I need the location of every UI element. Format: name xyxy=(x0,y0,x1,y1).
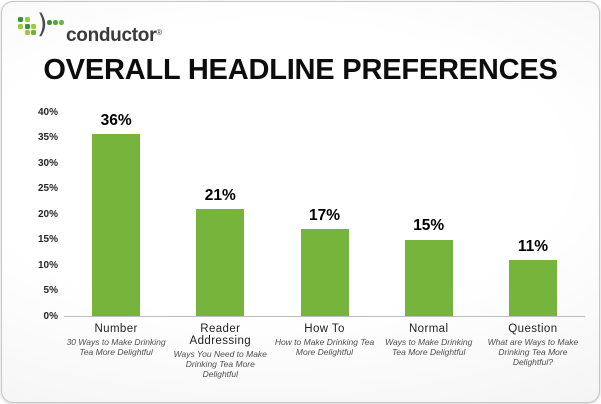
bar-number xyxy=(92,134,141,316)
category-label-group: Reader Addressing Ways You Need to Make D… xyxy=(168,323,272,379)
category-label: Number xyxy=(94,323,138,335)
logo-grid-dot xyxy=(31,17,36,22)
y-tick-label: 15% xyxy=(37,234,58,245)
logo-dot xyxy=(47,20,52,25)
logo-grid-dot xyxy=(24,17,30,22)
category-label-group: Number 30 Ways to Make Drinking Tea More … xyxy=(64,323,168,379)
category-label: Normal xyxy=(408,323,449,335)
logo-grid-dot xyxy=(31,23,36,29)
category-label-group: Normal Ways to Make Drinking Tea More Del… xyxy=(377,323,481,379)
y-tick-label: 25% xyxy=(37,183,58,194)
category-example-headline: What are Ways to Make Drinking Tea More … xyxy=(487,337,579,367)
bar-column: 17% xyxy=(272,112,376,316)
logo-grid-dot xyxy=(18,23,23,29)
y-axis: 0% 5% 10% 15% 20% 25% 30% 35% 40% xyxy=(2,107,58,322)
y-tick-label: 30% xyxy=(37,157,58,169)
y-tick-label: 10% xyxy=(37,259,58,271)
logo-grid-dot xyxy=(24,30,30,35)
y-tick-label: 5% xyxy=(43,285,58,296)
logo-dot-grid-icon xyxy=(18,17,36,35)
logo-paren-icon: ) xyxy=(37,9,48,40)
category-label-group: Question What are Ways to Make Drinking T… xyxy=(481,323,585,379)
bar-value-label: 17% xyxy=(308,207,341,225)
y-tick-label: 20% xyxy=(37,208,58,220)
plot-area: 36% 21% 17% 15% 11% xyxy=(64,112,585,317)
logo-grid-dot xyxy=(18,17,23,22)
bar-value-label: 15% xyxy=(413,217,445,235)
y-tick-label: 40% xyxy=(37,106,58,118)
bar-column: 11% xyxy=(481,112,585,316)
bar-column: 21% xyxy=(168,112,272,316)
bar-normal xyxy=(404,239,453,316)
chart-title: OVERALL HEADLINE PREFERENCES xyxy=(43,54,558,86)
category-example-headline: How to Make Drinking Tea More Delightful xyxy=(274,337,375,357)
category-label: Reader Addressing xyxy=(189,323,252,347)
y-tick-label: 35% xyxy=(37,132,58,143)
category-example-headline: Ways to Make Drinking Tea More Delightfu… xyxy=(385,337,473,357)
y-tick-label: 0% xyxy=(43,310,58,322)
registered-mark: ® xyxy=(156,28,162,37)
logo-grid-dot xyxy=(31,30,36,35)
conductor-logo: ) conductor® xyxy=(18,9,162,46)
category-label-group: How To How to Make Drinking Tea More Deli… xyxy=(272,323,376,379)
logo-dot xyxy=(59,20,64,25)
category-axis: Number 30 Ways to Make Drinking Tea More … xyxy=(64,323,585,379)
category-example-headline: 30 Ways to Make Drinking Tea More Deligh… xyxy=(66,337,166,357)
bar-value-label: 21% xyxy=(204,186,236,204)
category-label: Question xyxy=(508,323,558,335)
bar-column: 15% xyxy=(377,112,481,316)
bar-column: 36% xyxy=(64,112,168,316)
bar-question xyxy=(508,259,557,316)
bar-how-to xyxy=(300,229,349,316)
logo-grid-dot xyxy=(24,23,30,29)
conductor-logo-icon: ) xyxy=(18,9,64,45)
logo-three-dots-icon xyxy=(47,20,64,25)
bar-value-label: 36% xyxy=(100,112,132,129)
logo-grid-dot xyxy=(18,30,23,35)
category-label: How To xyxy=(304,323,345,335)
category-example-headline: Ways You Need to Make Drinking Tea More … xyxy=(173,349,267,379)
logo-dot xyxy=(53,20,58,25)
bar-reader-addressing xyxy=(196,208,245,316)
logo-wordmark: conductor® xyxy=(66,25,162,46)
bar-value-label: 11% xyxy=(517,237,548,255)
